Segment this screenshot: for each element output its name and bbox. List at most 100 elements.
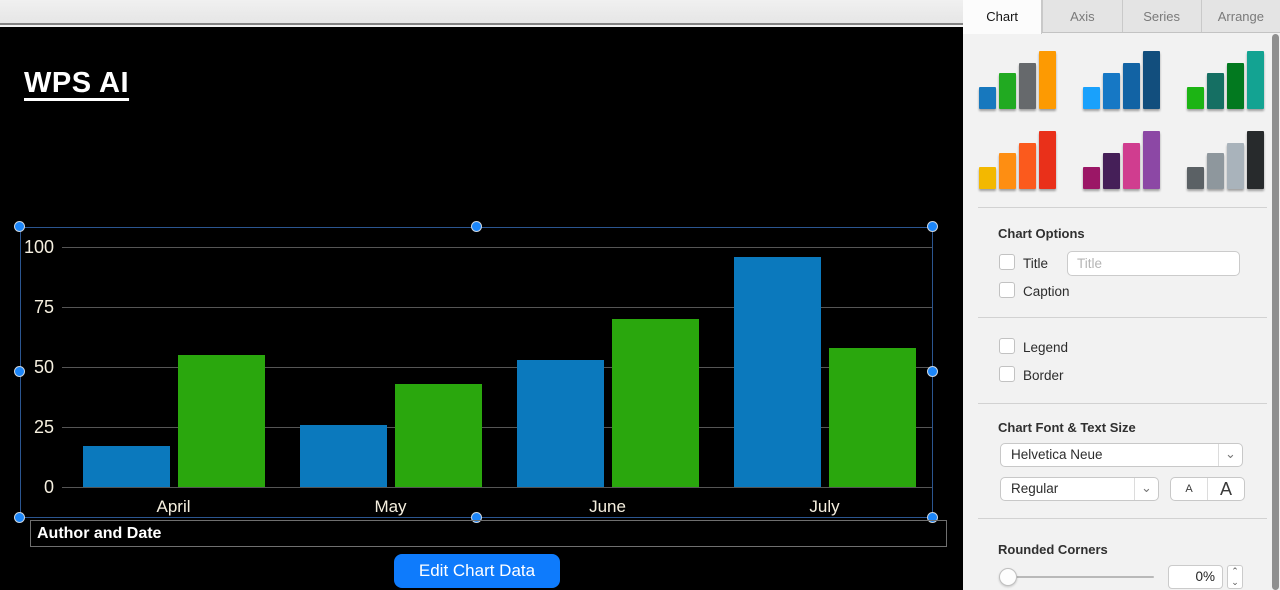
chevron-up-icon: ⌃ <box>1231 566 1239 576</box>
thumbnail-bar <box>1083 167 1100 189</box>
text-size-segmented-control: A A <box>1170 477 1245 501</box>
title-checkbox[interactable] <box>999 254 1015 270</box>
thumbnail-bar <box>1019 143 1036 189</box>
chart-style-thumbnail-grays[interactable] <box>1187 129 1264 189</box>
thumbnail-bar <box>1143 131 1160 189</box>
edit-chart-data-button[interactable]: Edit Chart Data <box>394 554 560 588</box>
thumbnail-bar <box>1207 153 1224 189</box>
bar-blue-series-april[interactable] <box>82 446 170 487</box>
chart-style-thumbnail-multicolor[interactable] <box>979 49 1056 109</box>
gridline <box>62 246 933 248</box>
selection-handle-bottom-center[interactable] <box>471 512 482 523</box>
chart-style-gallery <box>979 49 1264 189</box>
font-style-select[interactable]: Regular ⌄ <box>1000 477 1159 501</box>
chart-style-thumbnail-greens[interactable] <box>1187 49 1264 109</box>
thumbnail-bar <box>1143 51 1160 109</box>
slide-title[interactable]: WPS AI <box>24 67 130 99</box>
y-axis-tick-label: 50 <box>33 357 54 377</box>
author-date-textbox[interactable]: Author and Date <box>30 520 947 547</box>
rounded-corners-value[interactable]: 0% <box>1168 565 1223 589</box>
tab-chart[interactable]: Chart <box>963 0 1043 34</box>
chart-title-input[interactable] <box>1067 251 1240 276</box>
selection-handle-middle-right[interactable] <box>927 366 938 377</box>
selection-handle-top-right[interactable] <box>927 221 938 232</box>
tab-series[interactable]: Series <box>1121 0 1201 32</box>
thumbnail-bar <box>1247 131 1264 189</box>
panel-scrollbar[interactable] <box>1272 34 1279 590</box>
bar-blue-series-may[interactable] <box>299 424 387 487</box>
y-axis-tick-label: 75 <box>33 297 54 317</box>
tab-arrange[interactable]: Arrange <box>1200 0 1280 32</box>
thumbnail-bar <box>1103 153 1120 189</box>
thumbnail-bar <box>979 87 996 109</box>
thumbnail-bar <box>1227 63 1244 109</box>
chart-style-thumbnail-warm[interactable] <box>979 129 1056 189</box>
bar-blue-series-july[interactable] <box>733 256 821 487</box>
slider-handle[interactable] <box>999 568 1017 586</box>
divider <box>978 207 1267 208</box>
slider-track <box>999 576 1154 578</box>
x-axis-category-label: May <box>374 497 407 516</box>
divider <box>978 403 1267 404</box>
border-checkbox-label: Border <box>1023 368 1064 383</box>
bar-green-series-april[interactable] <box>177 355 265 487</box>
y-axis-tick-label: 25 <box>33 417 54 437</box>
font-section-heading: Chart Font & Text Size <box>998 420 1136 435</box>
inspector-tab-bar: Chart Axis Series Arrange <box>963 0 1280 34</box>
bar-green-series-may[interactable] <box>394 383 482 487</box>
caption-checkbox-label: Caption <box>1023 284 1070 299</box>
selection-handle-bottom-right[interactable] <box>927 512 938 523</box>
y-axis-tick-label: 100 <box>23 237 54 257</box>
divider <box>978 518 1267 519</box>
rounded-corners-stepper[interactable]: ⌃ ⌄ <box>1227 565 1243 589</box>
y-axis-tick-label: 0 <box>43 477 54 497</box>
rounded-corners-slider[interactable] <box>999 568 1154 586</box>
bar-blue-series-june[interactable] <box>516 359 604 487</box>
thumbnail-bar <box>1227 143 1244 189</box>
legend-checkbox[interactable] <box>999 338 1015 354</box>
border-checkbox[interactable] <box>999 366 1015 382</box>
selection-handle-bottom-left[interactable] <box>14 512 25 523</box>
selection-handle-top-center[interactable] <box>471 221 482 232</box>
thumbnail-bar <box>1187 167 1204 189</box>
thumbnail-bar <box>1103 73 1120 109</box>
divider <box>978 317 1267 318</box>
inspector-panel: Chart Axis Series Arrange Chart Options … <box>963 0 1280 590</box>
decrease-text-size-button[interactable]: A <box>1171 478 1208 500</box>
x-axis-category-label: June <box>589 497 626 516</box>
increase-text-size-button[interactable]: A <box>1219 479 1232 499</box>
chart-options-heading: Chart Options <box>998 226 1085 241</box>
thumbnail-bar <box>1083 87 1100 109</box>
font-family-select[interactable]: Helvetica Neue ⌄ <box>1000 443 1243 467</box>
x-axis-category-label: April <box>156 497 191 516</box>
chevron-down-icon: ⌄ <box>1134 478 1158 500</box>
chart-style-thumbnail-purples[interactable] <box>1083 129 1160 189</box>
rounded-corners-heading: Rounded Corners <box>998 542 1108 557</box>
thumbnail-bar <box>999 153 1016 189</box>
selection-handle-top-left[interactable] <box>14 221 25 232</box>
thumbnail-bar <box>1039 131 1056 189</box>
thumbnail-bar <box>1123 63 1140 109</box>
bar-green-series-july[interactable] <box>828 347 916 487</box>
x-axis-category-label: July <box>809 497 840 516</box>
thumbnail-bar <box>1187 87 1204 109</box>
thumbnail-bar <box>1123 143 1140 189</box>
thumbnail-bar <box>999 73 1016 109</box>
caption-checkbox[interactable] <box>999 282 1015 298</box>
slide-canvas[interactable]: WPS AI 0 25 50 75 100 April May June July Author… <box>0 27 963 590</box>
thumbnail-bar <box>1247 51 1264 109</box>
chevron-down-icon: ⌄ <box>1231 577 1239 587</box>
gridline <box>62 426 933 428</box>
gridline <box>62 306 933 308</box>
tab-axis[interactable]: Axis <box>1042 0 1121 32</box>
gridline <box>62 486 933 488</box>
thumbnail-bar <box>1019 63 1036 109</box>
font-style-value: Regular <box>1011 481 1059 496</box>
toolbar-edge <box>0 0 963 25</box>
thumbnail-bar <box>1039 51 1056 109</box>
selection-handle-middle-left[interactable] <box>14 366 25 377</box>
thumbnail-bar <box>1207 73 1224 109</box>
bar-green-series-june[interactable] <box>611 319 699 487</box>
chart-style-thumbnail-blues[interactable] <box>1083 49 1160 109</box>
